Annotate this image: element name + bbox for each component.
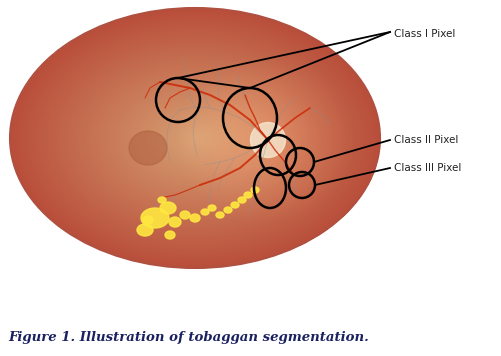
Ellipse shape — [180, 211, 190, 219]
Ellipse shape — [250, 122, 286, 157]
Ellipse shape — [216, 212, 224, 218]
Text: Class I Pixel: Class I Pixel — [394, 29, 455, 39]
Ellipse shape — [169, 217, 181, 227]
Ellipse shape — [251, 187, 259, 193]
Ellipse shape — [158, 197, 166, 203]
Text: Figure 1. Illustration of tobaggan segmentation.: Figure 1. Illustration of tobaggan segme… — [8, 331, 369, 344]
Ellipse shape — [238, 197, 246, 203]
Ellipse shape — [160, 202, 176, 214]
Ellipse shape — [208, 205, 216, 211]
Ellipse shape — [201, 209, 209, 215]
Ellipse shape — [165, 231, 175, 239]
Ellipse shape — [129, 131, 167, 165]
Ellipse shape — [224, 207, 232, 213]
Ellipse shape — [244, 192, 252, 198]
Ellipse shape — [141, 208, 169, 228]
Text: Class III Pixel: Class III Pixel — [394, 163, 461, 173]
Ellipse shape — [143, 216, 153, 224]
Ellipse shape — [137, 224, 153, 236]
Text: Class II Pixel: Class II Pixel — [394, 135, 458, 145]
Ellipse shape — [231, 202, 239, 208]
Ellipse shape — [190, 214, 200, 222]
